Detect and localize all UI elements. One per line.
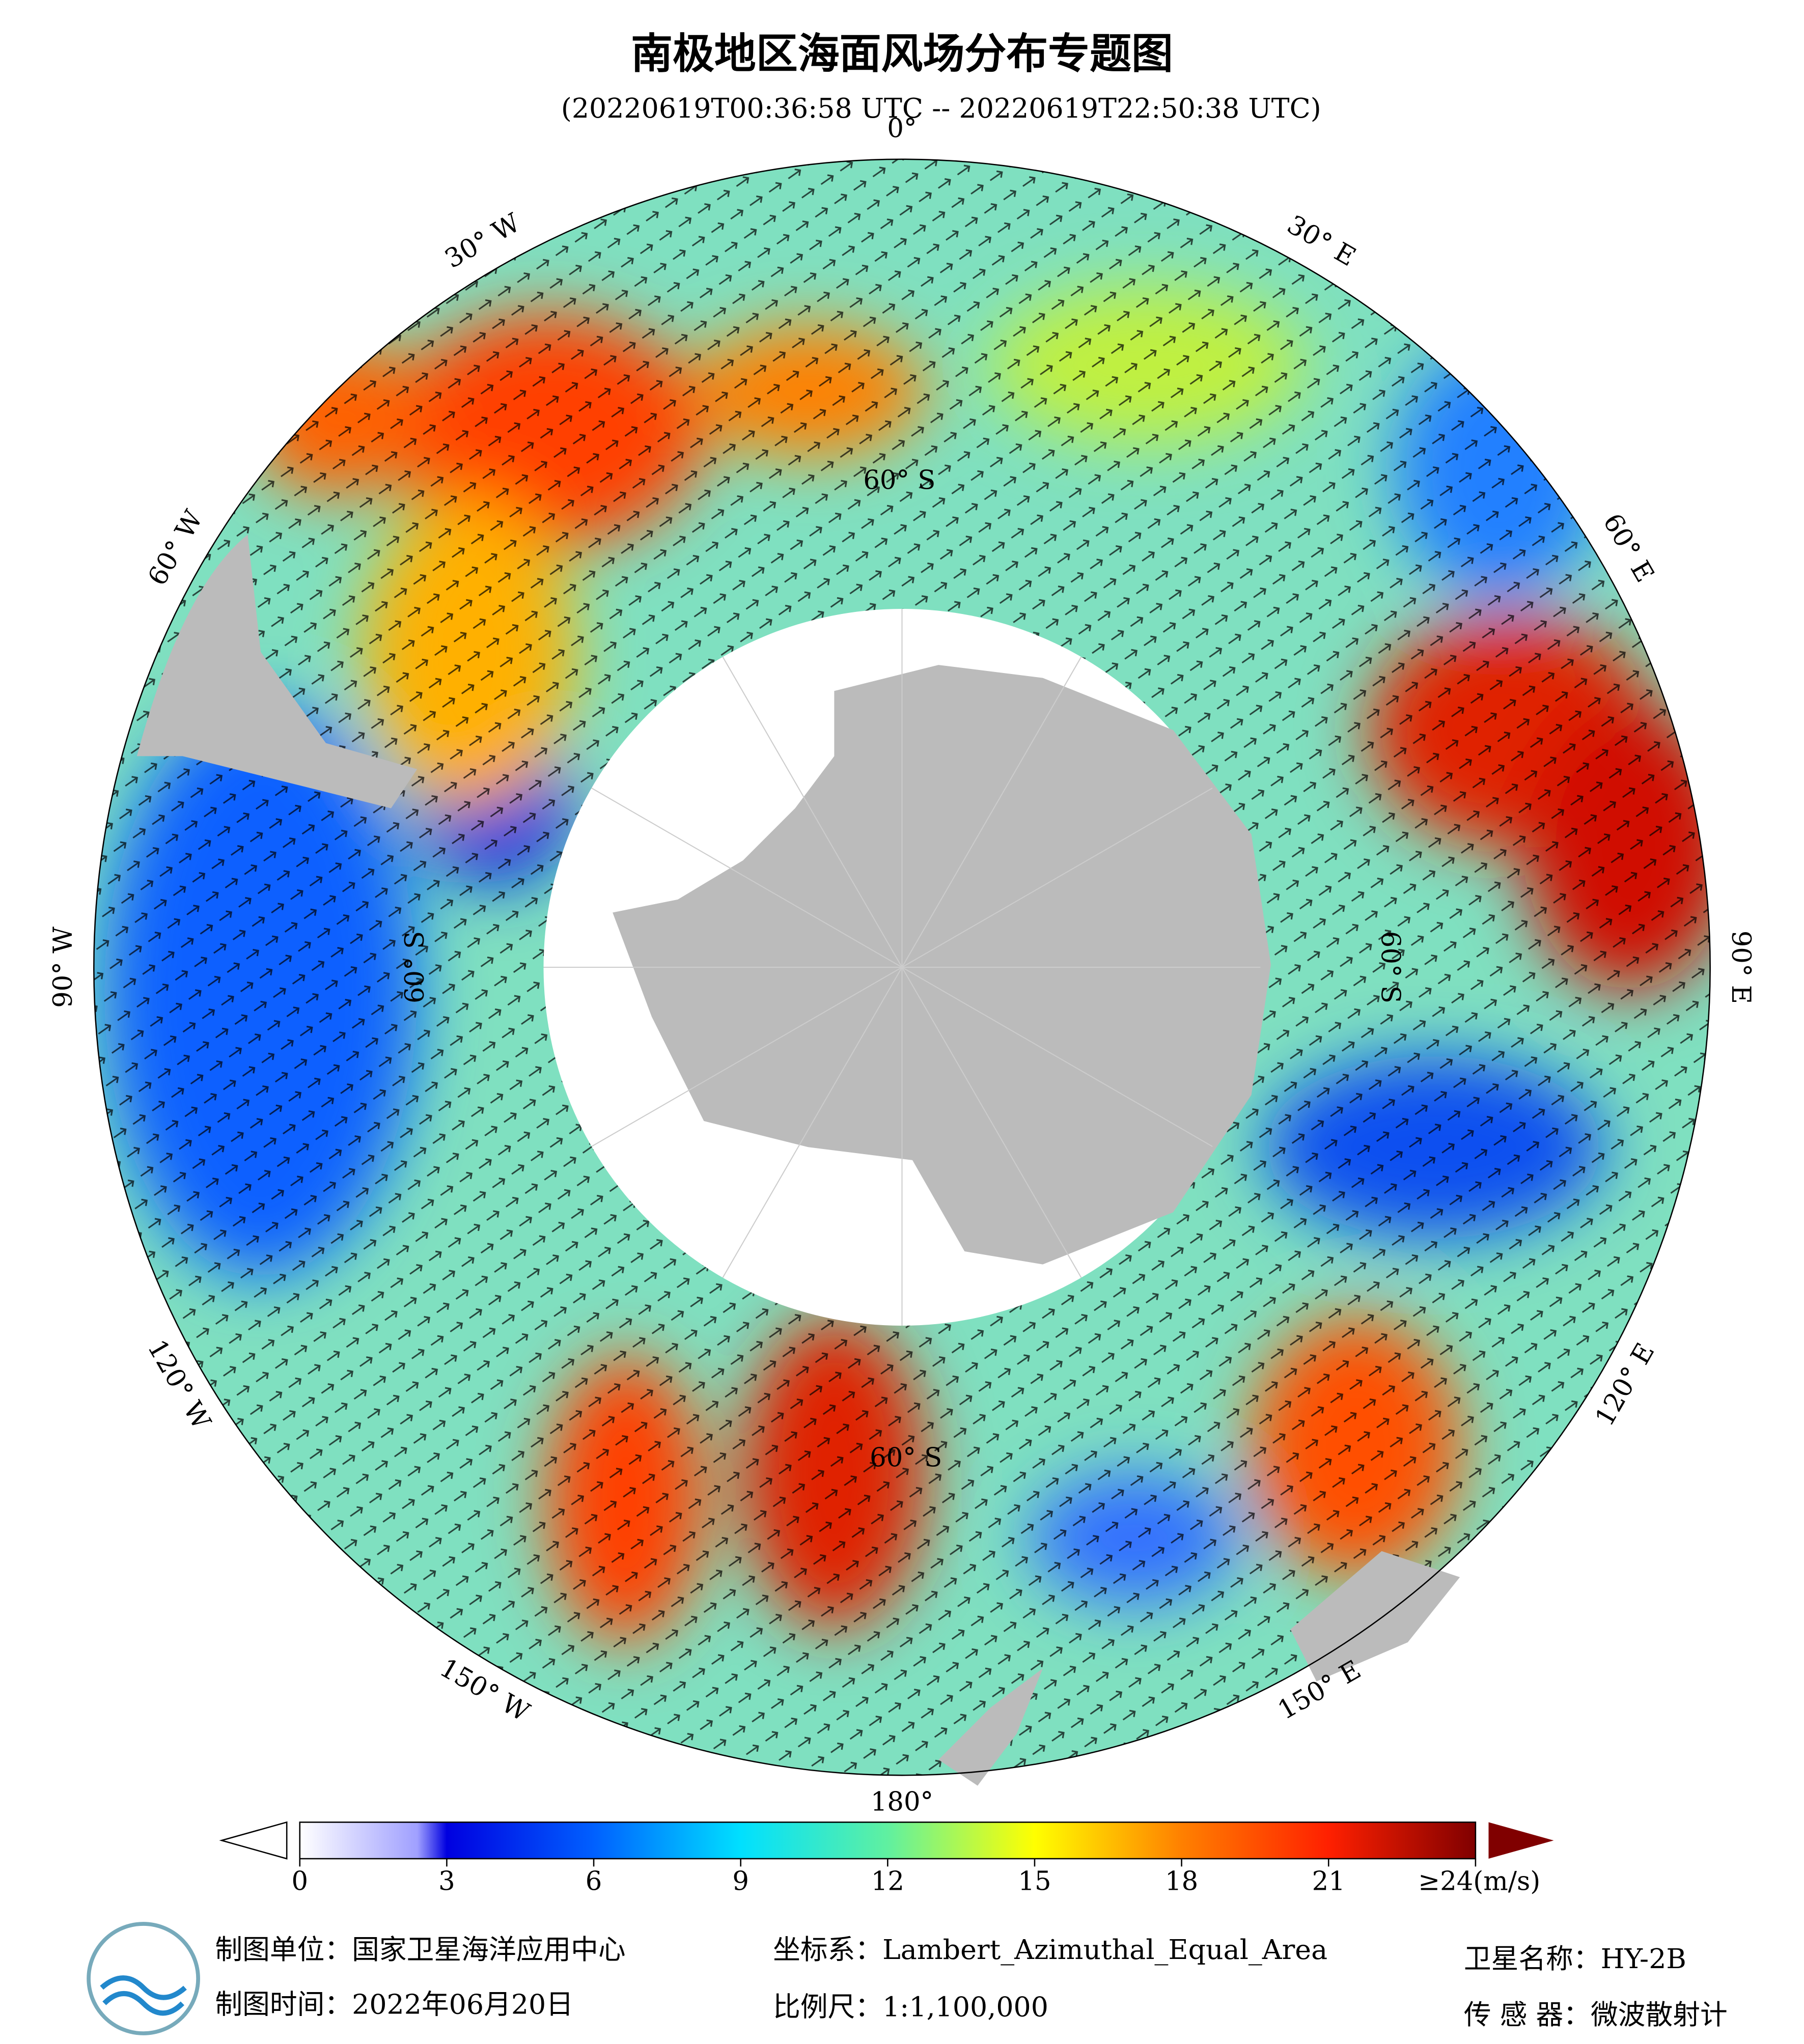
logo <box>87 1922 200 2035</box>
colorbar-high-arrow <box>1488 1822 1554 1859</box>
tasmania <box>1290 1551 1460 1682</box>
colorbar-tick-label: 0 <box>292 1866 309 1896</box>
longitude-label: 90° W <box>48 927 78 1008</box>
latitude-label: 60° S <box>870 1442 942 1473</box>
logo-waves <box>100 1975 187 2016</box>
footer-satellite: 卫星名称：HY-2B <box>1464 1943 1686 1975</box>
subtitle: (20220619T00:36:58 UTC -- 20220619T22:50… <box>561 92 1321 124</box>
colorbar-tick-label: 15 <box>1018 1866 1051 1896</box>
colorbar-tick-label: 21 <box>1312 1866 1345 1896</box>
longitude-label: 0° <box>887 113 917 144</box>
footer-coordinate: 坐标系：Lambert_Azimuthal_Equal_Area <box>773 1934 1327 1966</box>
longitude-label: 90° E <box>1726 931 1756 1004</box>
colorbar-tick-label: 3 <box>438 1866 455 1896</box>
colorbar-low-arrow <box>219 1821 288 1860</box>
map-border <box>93 158 1711 1776</box>
latitude-label: 60° S <box>1375 931 1406 1003</box>
latitude-label: 60° S <box>400 931 430 1003</box>
meridian <box>901 967 1213 1147</box>
south-america <box>136 535 418 808</box>
meridian <box>722 656 903 968</box>
meridian <box>591 788 903 968</box>
meridian <box>901 788 1213 968</box>
meridian <box>591 967 903 1147</box>
colorbar-tick-label: 18 <box>1165 1866 1198 1896</box>
colorbar-tick-label: 12 <box>871 1866 904 1896</box>
colorbar-tick-label: ≥24(m/s) <box>1418 1866 1540 1896</box>
antarctica <box>613 665 1271 1265</box>
meridian <box>722 967 903 1278</box>
colorbar <box>299 1822 1477 1860</box>
longitude-label: 180° <box>871 1786 933 1817</box>
meridian <box>901 967 1082 1278</box>
colorbar-tick-label: 9 <box>732 1866 749 1896</box>
colorbar-tick-label: 6 <box>586 1866 602 1896</box>
graticule <box>543 608 1261 1326</box>
footer-date: 制图时间：2022年06月20日 <box>215 1989 573 2021</box>
footer-scale: 比例尺：1:1,100,000 <box>773 1991 1048 2023</box>
new-zealand <box>938 1668 1043 1786</box>
footer-unit: 制图单位：国家卫星海洋应用中心 <box>215 1934 625 1966</box>
meridian <box>901 656 1082 968</box>
latitude-label: 60° S <box>863 465 935 495</box>
title: 南极地区海面风场分布专题图 <box>631 30 1173 78</box>
footer-sensor: 传 感 器：微波散射计 <box>1464 1999 1728 2031</box>
